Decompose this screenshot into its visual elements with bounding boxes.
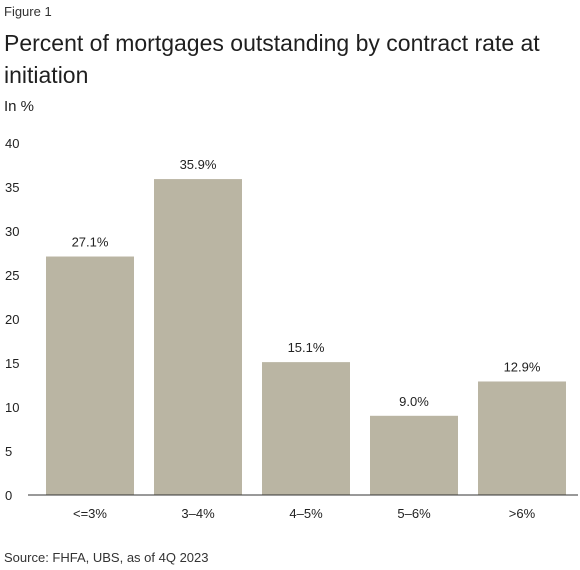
data-label: 12.9% (504, 359, 541, 374)
bar-4 (478, 381, 566, 495)
data-label: 27.1% (72, 235, 109, 250)
x-tick-label: 3–4% (181, 506, 215, 521)
y-tick-label: 0 (5, 488, 12, 503)
x-tick-label: >6% (509, 506, 536, 521)
bar-1 (154, 179, 242, 495)
data-label: 15.1% (288, 340, 325, 355)
x-tick-label: <=3% (73, 506, 107, 521)
chart-title: Percent of mortgages outstanding by cont… (4, 30, 540, 88)
y-tick-label: 5 (5, 444, 12, 459)
unit-label: In % (4, 98, 35, 115)
bar-0 (46, 256, 134, 495)
y-tick-label: 40 (5, 136, 19, 151)
bar-3 (370, 415, 458, 495)
y-tick-label: 30 (5, 224, 19, 239)
y-tick-label: 20 (5, 312, 19, 327)
y-tick-label: 15 (5, 356, 19, 371)
bar-2 (262, 362, 350, 495)
y-tick-label: 35 (5, 180, 19, 195)
y-tick-label: 10 (5, 400, 19, 415)
x-tick-label: 5–6% (397, 506, 431, 521)
source-note: Source: FHFA, UBS, as of 4Q 2023 (4, 550, 209, 565)
data-label: 35.9% (180, 157, 217, 172)
figure-label: Figure 1 (4, 4, 52, 19)
data-label: 9.0% (399, 394, 429, 409)
x-tick-label: 4–5% (289, 506, 323, 521)
y-tick-label: 25 (5, 268, 19, 283)
bar-chart: 0 5 10 15 20 25 30 35 40 27.1% <=3% 35.9% 3–4% 15.1% 4… (5, 136, 578, 521)
